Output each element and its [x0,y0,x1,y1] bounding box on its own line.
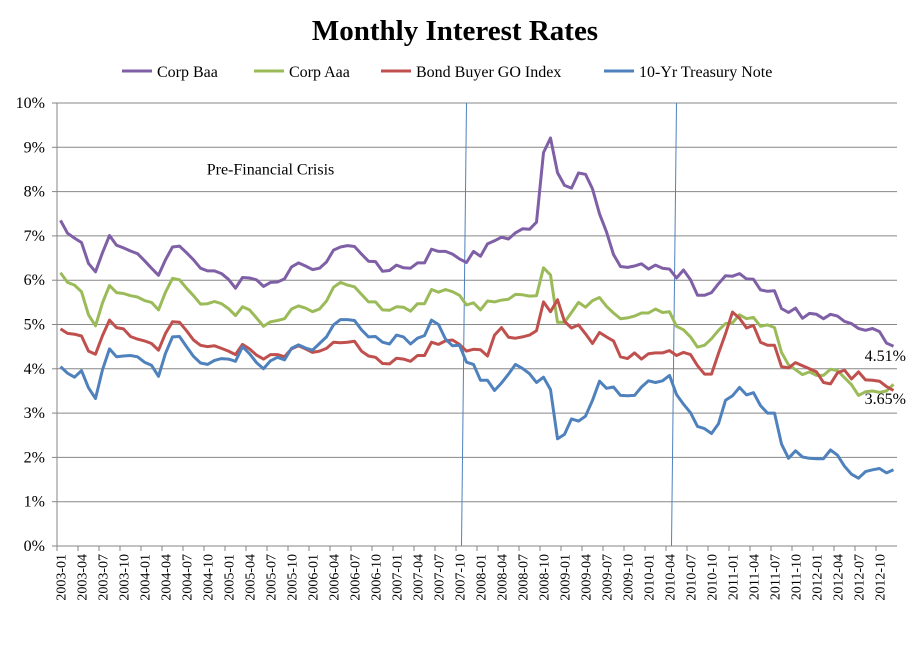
x-tick-label: 2008-10 [538,554,553,601]
x-tick-label: 2006-10 [370,554,385,601]
x-tick-label: 2011-10 [790,554,805,600]
x-tick-label: 2007-10 [454,554,469,601]
x-axis-ticks: 2003-01 2003-04 2003-07 2003-10 2004-01 2004-… [55,546,889,601]
y-tick-label: 7% [24,228,45,245]
series-lines [59,136,895,480]
x-tick-label: 2012-10 [874,554,889,601]
annotations: Pre-Financial Crisis 4.51% 3.65% [207,161,906,408]
series-line [59,266,895,397]
x-tick-label: 2007-04 [412,554,427,601]
x-tick-label: 2006-07 [349,554,364,601]
legend-label: Corp Aaa [289,64,350,81]
x-tick-label: 2011-01 [727,554,742,600]
series-line [59,136,895,348]
x-tick-label: 2010-07 [685,554,700,601]
x-tick-label: 2012-04 [832,554,847,601]
x-tick-label: 2009-01 [559,554,574,601]
x-tick-label: 2004-01 [139,554,154,601]
x-tick-label: 2008-04 [496,554,511,601]
x-tick-label: 2011-04 [748,554,763,600]
x-tick-label: 2005-04 [244,554,259,601]
x-tick-label: 2005-10 [286,554,301,601]
series-line [59,318,895,480]
y-tick-label: 0% [24,538,45,555]
x-tick-label: 2007-01 [391,554,406,601]
x-tick-label: 2010-10 [706,554,721,601]
x-tick-label: 2012-01 [811,554,826,601]
chart-title: Monthly Interest Rates [312,15,598,47]
x-tick-label: 2010-01 [643,554,658,601]
x-tick-label: 2007-07 [433,554,448,601]
axes [56,103,897,547]
x-tick-label: 2010-04 [664,554,679,601]
y-tick-label: 6% [24,272,45,289]
x-tick-label: 2003-10 [118,554,133,601]
x-tick-label: 2004-04 [160,554,175,601]
y-tick-label: 5% [24,317,45,334]
y-tick-label: 9% [24,139,45,156]
x-tick-label: 2008-07 [517,554,532,601]
x-tick-label: 2003-07 [97,554,112,601]
end-label-corp-baa: 4.51% [865,348,906,365]
vertical-marker-line [461,102,467,547]
y-tick-label: 8% [24,184,45,201]
x-tick-label: 2009-07 [601,554,616,601]
y-tick-label: 4% [24,361,45,378]
x-tick-label: 2004-07 [181,554,196,601]
x-tick-label: 2009-04 [580,554,595,601]
series-line [59,298,895,392]
x-tick-label: 2005-07 [265,554,280,601]
gridlines [57,102,897,503]
annotation-text: Pre-Financial Crisis [207,161,335,178]
y-tick-label: 3% [24,405,45,422]
y-tick-label: 1% [24,494,45,511]
x-tick-label: 2003-01 [55,554,70,601]
x-tick-label: 2012-07 [853,554,868,601]
y-tick-label: 2% [24,449,45,466]
x-tick-label: 2003-04 [76,554,91,601]
x-tick-label: 2011-07 [769,554,784,600]
legend-label: 10-Yr Treasury Note [639,64,772,81]
y-tick-label: 10% [16,95,45,112]
x-tick-label: 2005-01 [223,554,238,601]
end-label-corp-aaa: 3.65% [865,391,906,408]
x-tick-label: 2004-10 [202,554,217,601]
x-tick-label: 2006-01 [307,554,322,601]
legend-label: Corp Baa [157,64,218,81]
x-tick-label: 2009-10 [622,554,637,601]
legend-label: Bond Buyer GO Index [416,64,561,81]
legend: Corp Baa Corp Aaa Bond Buyer GO Index 10-Yr… [122,64,772,81]
y-axis-ticks: 0% 1% 2% 3% 4% 5% 6% 7% 8% 9% 10% [16,95,57,555]
x-tick-label: 2006-04 [328,554,343,601]
x-tick-label: 2008-01 [475,554,490,601]
